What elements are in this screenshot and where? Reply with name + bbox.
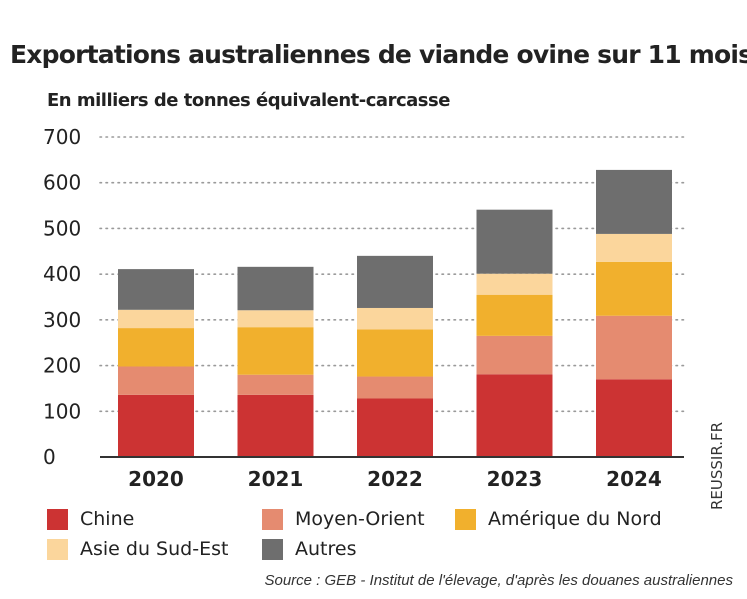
bar-segment-autres-2021 — [237, 266, 314, 311]
legend-label: Amérique du Nord — [488, 508, 662, 530]
site-watermark: REUSSIR.FR — [708, 421, 726, 510]
legend-label: Asie du Sud-Est — [80, 538, 229, 560]
bar-segment-chine-2021 — [237, 394, 314, 457]
legend-swatch — [455, 508, 476, 530]
bar-segment-chine-2024 — [596, 379, 672, 457]
chart-subtitle: En milliers de tonnes équivalent-carcass… — [47, 90, 450, 111]
bar-segment-am-rique-du-nord-2021 — [237, 327, 314, 375]
y-tick-label: 600 — [43, 171, 81, 195]
legend-swatch — [262, 508, 283, 530]
x-category-label: 2020 — [128, 467, 184, 491]
legend-swatch — [47, 538, 68, 560]
legend-item: Chine — [47, 508, 134, 530]
bar-segment-asie-du-sud-est-2021 — [237, 310, 314, 328]
y-tick-label: 300 — [43, 308, 81, 332]
x-category-label: 2023 — [487, 467, 543, 491]
legend-label: Moyen-Orient — [295, 508, 425, 530]
bar-segment-moyen-orient-2024 — [596, 315, 672, 380]
legend-swatch — [47, 508, 68, 530]
y-tick-label: 200 — [43, 354, 81, 378]
bar-segment-asie-du-sud-est-2024 — [596, 233, 672, 262]
bar-segment-asie-du-sud-est-2020 — [118, 309, 194, 329]
x-category-label: 2024 — [606, 467, 662, 491]
bar-segment-moyen-orient-2022 — [357, 376, 433, 399]
y-tick-label: 500 — [43, 216, 81, 240]
bar-segment-autres-2024 — [596, 169, 672, 234]
bar-segment-moyen-orient-2023 — [476, 335, 553, 375]
bar-segment-am-rique-du-nord-2024 — [596, 261, 672, 316]
y-tick-label: 400 — [43, 262, 81, 286]
bar-segment-am-rique-du-nord-2022 — [357, 329, 433, 377]
y-tick-label: 0 — [43, 445, 56, 469]
bar-segment-asie-du-sud-est-2022 — [357, 307, 433, 330]
bar-segment-chine-2020 — [118, 394, 194, 457]
x-category-label: 2022 — [367, 467, 423, 491]
legend-label: Autres — [295, 538, 357, 560]
bar-segment-autres-2020 — [118, 269, 194, 310]
legend-item: Autres — [262, 538, 356, 560]
bar-segment-autres-2023 — [476, 209, 553, 274]
legend-item: Amérique du Nord — [455, 508, 662, 530]
bar-segment-chine-2023 — [476, 374, 553, 457]
bar-segment-moyen-orient-2021 — [237, 374, 314, 395]
x-category-label: 2021 — [248, 467, 304, 491]
chart-title: Exportations australiennes de viande ovi… — [10, 40, 747, 69]
legend-item: Asie du Sud-Est — [47, 538, 228, 560]
bar-segment-autres-2022 — [357, 255, 433, 308]
legend-label: Chine — [80, 508, 135, 530]
legend-swatch — [262, 538, 283, 560]
bar-segment-am-rique-du-nord-2020 — [118, 328, 194, 367]
legend-item: Moyen-Orient — [262, 508, 425, 530]
bar-segment-moyen-orient-2020 — [118, 366, 194, 395]
bar-segment-asie-du-sud-est-2023 — [476, 273, 553, 295]
y-tick-label: 700 — [43, 125, 81, 149]
bar-segment-chine-2022 — [357, 398, 433, 457]
source-note: Source : GEB - Institut de l'élevage, d'… — [264, 572, 733, 589]
y-tick-label: 100 — [43, 399, 81, 423]
bar-segment-am-rique-du-nord-2023 — [476, 294, 553, 336]
